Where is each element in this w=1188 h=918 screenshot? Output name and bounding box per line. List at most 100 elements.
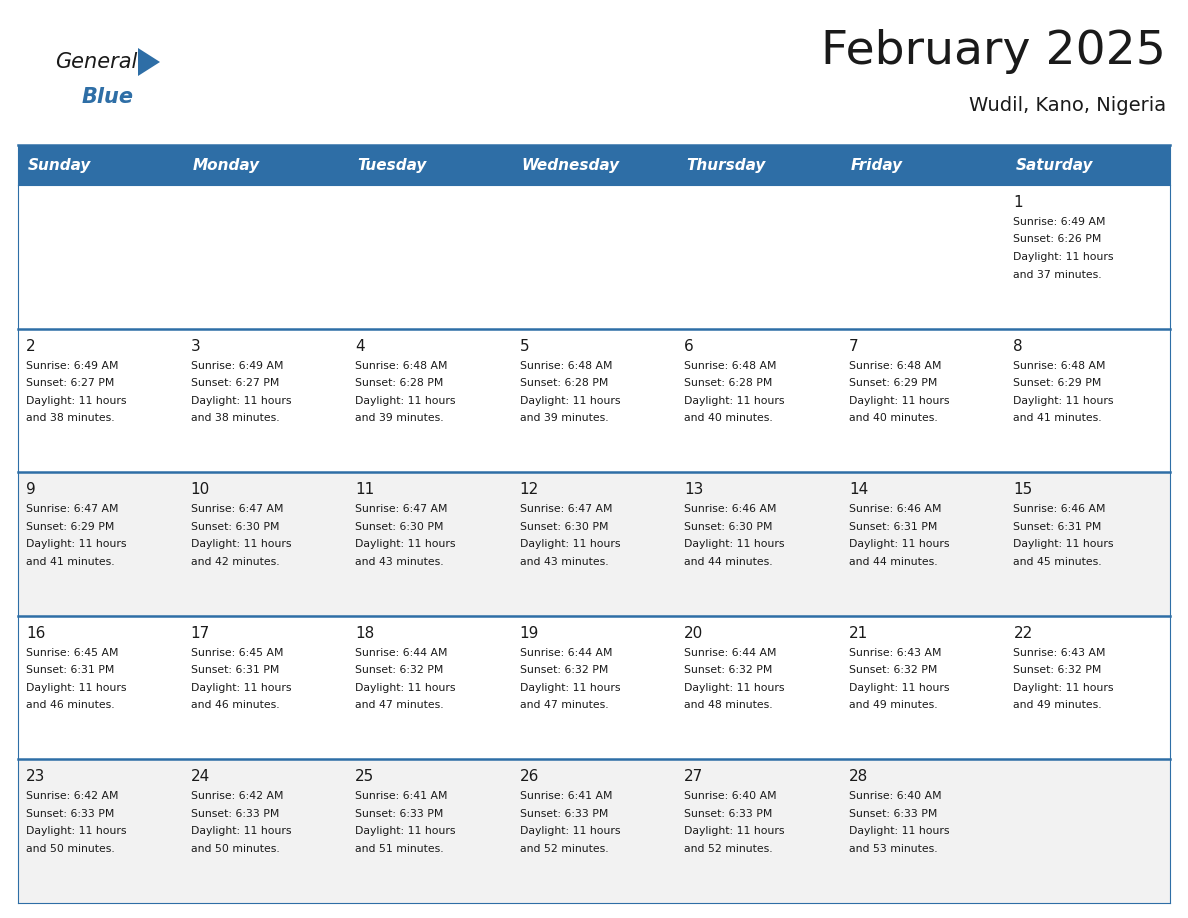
Text: 18: 18 xyxy=(355,626,374,641)
Text: Saturday: Saturday xyxy=(1016,158,1093,173)
Text: Daylight: 11 hours: Daylight: 11 hours xyxy=(355,539,456,549)
Text: and 38 minutes.: and 38 minutes. xyxy=(26,413,114,423)
Text: Wudil, Kano, Nigeria: Wudil, Kano, Nigeria xyxy=(969,95,1165,115)
Text: and 48 minutes.: and 48 minutes. xyxy=(684,700,773,711)
Text: and 40 minutes.: and 40 minutes. xyxy=(684,413,773,423)
Text: Sunset: 6:30 PM: Sunset: 6:30 PM xyxy=(519,521,608,532)
Text: Thursday: Thursday xyxy=(687,158,765,173)
Text: Sunset: 6:33 PM: Sunset: 6:33 PM xyxy=(26,809,114,819)
Text: 17: 17 xyxy=(190,626,210,641)
Text: Daylight: 11 hours: Daylight: 11 hours xyxy=(190,826,291,836)
Text: Sunrise: 6:42 AM: Sunrise: 6:42 AM xyxy=(190,791,283,801)
Text: Sunset: 6:33 PM: Sunset: 6:33 PM xyxy=(355,809,443,819)
Text: Sunset: 6:32 PM: Sunset: 6:32 PM xyxy=(519,666,608,676)
Text: Sunrise: 6:48 AM: Sunrise: 6:48 AM xyxy=(519,361,612,371)
Text: 23: 23 xyxy=(26,769,45,784)
Text: and 52 minutes.: and 52 minutes. xyxy=(519,844,608,854)
Text: Sunset: 6:29 PM: Sunset: 6:29 PM xyxy=(1013,378,1101,388)
Text: Sunset: 6:32 PM: Sunset: 6:32 PM xyxy=(849,666,937,676)
Text: and 44 minutes.: and 44 minutes. xyxy=(684,556,773,566)
Text: and 39 minutes.: and 39 minutes. xyxy=(519,413,608,423)
Text: 26: 26 xyxy=(519,769,539,784)
Text: and 52 minutes.: and 52 minutes. xyxy=(684,844,773,854)
Text: and 43 minutes.: and 43 minutes. xyxy=(355,556,444,566)
Polygon shape xyxy=(138,48,160,76)
Text: Daylight: 11 hours: Daylight: 11 hours xyxy=(190,396,291,406)
Text: Sunrise: 6:44 AM: Sunrise: 6:44 AM xyxy=(519,648,612,658)
Text: and 41 minutes.: and 41 minutes. xyxy=(1013,413,1102,423)
Text: and 46 minutes.: and 46 minutes. xyxy=(190,700,279,711)
Text: 25: 25 xyxy=(355,769,374,784)
Text: 4: 4 xyxy=(355,339,365,353)
Text: Daylight: 11 hours: Daylight: 11 hours xyxy=(1013,683,1114,693)
Text: and 44 minutes.: and 44 minutes. xyxy=(849,556,937,566)
Text: Sunset: 6:32 PM: Sunset: 6:32 PM xyxy=(684,666,772,676)
Text: Daylight: 11 hours: Daylight: 11 hours xyxy=(519,539,620,549)
Text: Sunset: 6:26 PM: Sunset: 6:26 PM xyxy=(1013,234,1101,244)
Text: 24: 24 xyxy=(190,769,210,784)
Bar xyxy=(18,329,1170,472)
Text: Sunset: 6:29 PM: Sunset: 6:29 PM xyxy=(849,378,937,388)
Text: Sunrise: 6:49 AM: Sunrise: 6:49 AM xyxy=(26,361,119,371)
Text: Sunset: 6:27 PM: Sunset: 6:27 PM xyxy=(190,378,279,388)
Text: Sunset: 6:33 PM: Sunset: 6:33 PM xyxy=(684,809,772,819)
Text: Sunset: 6:33 PM: Sunset: 6:33 PM xyxy=(849,809,937,819)
Text: Daylight: 11 hours: Daylight: 11 hours xyxy=(849,683,949,693)
Text: Daylight: 11 hours: Daylight: 11 hours xyxy=(849,396,949,406)
Text: 21: 21 xyxy=(849,626,868,641)
Text: Sunset: 6:33 PM: Sunset: 6:33 PM xyxy=(190,809,279,819)
Text: Sunrise: 6:48 AM: Sunrise: 6:48 AM xyxy=(684,361,777,371)
Text: 28: 28 xyxy=(849,769,868,784)
Text: Daylight: 11 hours: Daylight: 11 hours xyxy=(519,396,620,406)
Text: Sunrise: 6:42 AM: Sunrise: 6:42 AM xyxy=(26,791,119,801)
Text: and 49 minutes.: and 49 minutes. xyxy=(849,700,937,711)
Text: 2: 2 xyxy=(26,339,36,353)
Text: Sunrise: 6:40 AM: Sunrise: 6:40 AM xyxy=(849,791,941,801)
Text: 27: 27 xyxy=(684,769,703,784)
Text: and 39 minutes.: and 39 minutes. xyxy=(355,413,444,423)
Text: Sunset: 6:33 PM: Sunset: 6:33 PM xyxy=(519,809,608,819)
Text: Daylight: 11 hours: Daylight: 11 hours xyxy=(684,826,785,836)
Text: Daylight: 11 hours: Daylight: 11 hours xyxy=(26,396,126,406)
Text: Daylight: 11 hours: Daylight: 11 hours xyxy=(190,539,291,549)
Text: and 51 minutes.: and 51 minutes. xyxy=(355,844,444,854)
Text: Sunday: Sunday xyxy=(29,158,91,173)
Text: Sunset: 6:32 PM: Sunset: 6:32 PM xyxy=(1013,666,1101,676)
Bar xyxy=(18,616,1170,759)
Text: Sunrise: 6:46 AM: Sunrise: 6:46 AM xyxy=(684,504,777,514)
Text: Sunrise: 6:48 AM: Sunrise: 6:48 AM xyxy=(849,361,941,371)
Text: 15: 15 xyxy=(1013,482,1032,498)
Text: 5: 5 xyxy=(519,339,530,353)
Text: Sunrise: 6:45 AM: Sunrise: 6:45 AM xyxy=(190,648,283,658)
Text: 20: 20 xyxy=(684,626,703,641)
Text: and 47 minutes.: and 47 minutes. xyxy=(519,700,608,711)
Bar xyxy=(18,145,1170,185)
Text: Daylight: 11 hours: Daylight: 11 hours xyxy=(26,539,126,549)
Text: Sunrise: 6:43 AM: Sunrise: 6:43 AM xyxy=(1013,648,1106,658)
Text: Friday: Friday xyxy=(851,158,903,173)
Text: and 38 minutes.: and 38 minutes. xyxy=(190,413,279,423)
Text: 12: 12 xyxy=(519,482,539,498)
Text: Sunset: 6:31 PM: Sunset: 6:31 PM xyxy=(849,521,937,532)
Text: Sunrise: 6:46 AM: Sunrise: 6:46 AM xyxy=(849,504,941,514)
Text: Daylight: 11 hours: Daylight: 11 hours xyxy=(849,826,949,836)
Text: Sunrise: 6:46 AM: Sunrise: 6:46 AM xyxy=(1013,504,1106,514)
Text: 1: 1 xyxy=(1013,195,1023,210)
Text: Daylight: 11 hours: Daylight: 11 hours xyxy=(355,396,456,406)
Text: Daylight: 11 hours: Daylight: 11 hours xyxy=(355,826,456,836)
Text: and 41 minutes.: and 41 minutes. xyxy=(26,556,114,566)
Text: 3: 3 xyxy=(190,339,201,353)
Text: Sunrise: 6:49 AM: Sunrise: 6:49 AM xyxy=(1013,217,1106,227)
Text: Sunrise: 6:44 AM: Sunrise: 6:44 AM xyxy=(355,648,448,658)
Text: Sunset: 6:31 PM: Sunset: 6:31 PM xyxy=(190,666,279,676)
Text: Sunrise: 6:47 AM: Sunrise: 6:47 AM xyxy=(355,504,448,514)
Text: and 50 minutes.: and 50 minutes. xyxy=(26,844,115,854)
Bar xyxy=(18,472,1170,616)
Text: and 53 minutes.: and 53 minutes. xyxy=(849,844,937,854)
Text: Sunrise: 6:43 AM: Sunrise: 6:43 AM xyxy=(849,648,941,658)
Text: 22: 22 xyxy=(1013,626,1032,641)
Text: Sunset: 6:27 PM: Sunset: 6:27 PM xyxy=(26,378,114,388)
Bar xyxy=(18,759,1170,903)
Text: Sunset: 6:28 PM: Sunset: 6:28 PM xyxy=(519,378,608,388)
Text: Daylight: 11 hours: Daylight: 11 hours xyxy=(849,539,949,549)
